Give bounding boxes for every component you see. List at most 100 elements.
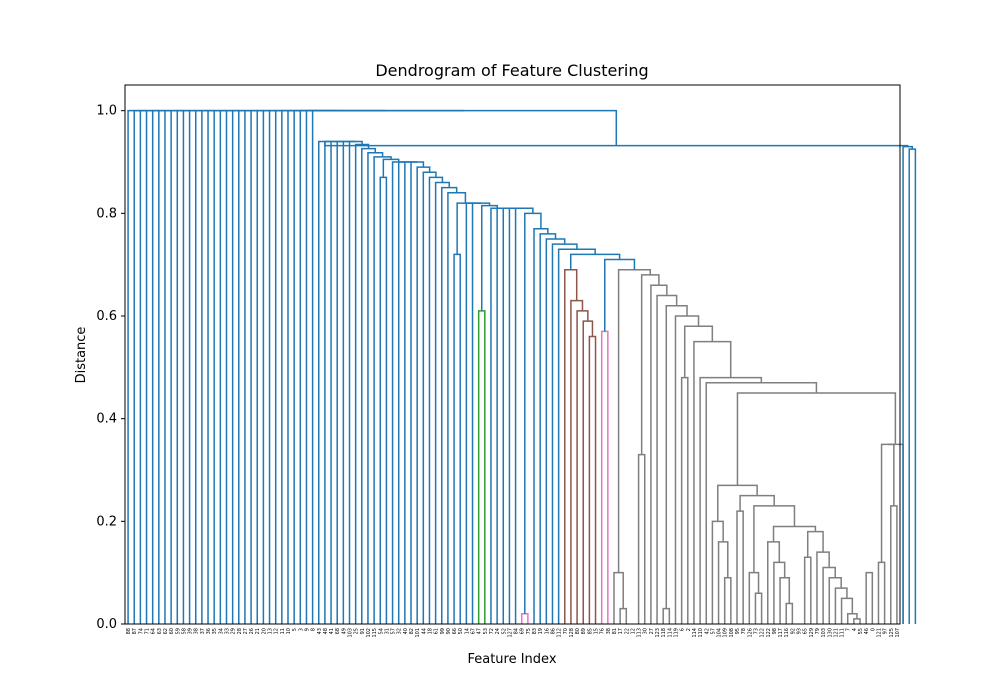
dendrogram-link [662, 607, 671, 624]
dendrogram-link [569, 253, 621, 270]
leaf-label: 26 [249, 628, 255, 634]
dendrogram-link [806, 530, 824, 558]
leaf-label: 20 [261, 628, 267, 634]
leaf-label: 117 [778, 628, 784, 638]
leaf-label: 121 [833, 628, 839, 638]
dendrogram-link [767, 541, 781, 624]
leaf-label: 21 [255, 628, 261, 634]
leaf-label: 109 [723, 628, 729, 638]
leaf-label: 50 [458, 628, 464, 634]
leaf-label: 72 [489, 628, 495, 634]
leaf-label: 116 [784, 628, 790, 638]
leaf-label: 47 [477, 628, 483, 634]
leaf-label: 0 [870, 628, 876, 631]
dendrogram-link [902, 145, 914, 624]
leaf-label: 14 [464, 628, 470, 634]
dendrogram-link [887, 443, 904, 624]
leaf-label: 32 [397, 628, 403, 634]
leaf-label: 108 [729, 628, 735, 638]
leaf-label: 57 [391, 628, 397, 634]
leaf-label: 80 [575, 628, 581, 634]
x-axis-label: Feature Index [467, 652, 556, 667]
leaf-label: 65 [803, 628, 809, 634]
leaf-label: 76 [600, 628, 606, 634]
leaf-label: 84 [514, 628, 520, 634]
y-tick-label: 0.4 [96, 412, 117, 427]
dendrogram-link [617, 269, 652, 573]
dendrogram-link [539, 233, 557, 624]
leaf-label: 53 [483, 628, 489, 634]
leaf-label: 128 [569, 628, 575, 638]
plot-frame [124, 84, 901, 625]
dendrogram-link [588, 335, 597, 624]
leaf-label: 27 [649, 628, 655, 634]
dendrogram-link [480, 204, 499, 311]
leaf-label: 83 [532, 628, 538, 634]
leaf-label: 31 [384, 628, 390, 634]
dendrogram-link [490, 207, 504, 624]
leaf-label: 35 [212, 628, 218, 634]
leaf-label: 86 [550, 628, 556, 634]
dendrogram-link [890, 505, 898, 624]
dendrogram-link [582, 320, 594, 624]
leaf-label: 114 [667, 628, 673, 638]
dendrogram-link [736, 510, 744, 624]
leaf-label: 11 [280, 628, 286, 634]
leaf-label: 61 [434, 628, 440, 634]
leaf-label: 27 [243, 628, 249, 634]
leaf-label: 57 [710, 628, 716, 634]
leaf-label: 112 [557, 628, 563, 638]
y-tick-label: 0.8 [96, 206, 117, 221]
leaf-label: 17 [618, 628, 624, 634]
dendrogram-link [508, 207, 525, 624]
leaf-label: 55 [858, 628, 864, 634]
leaf-label: 64 [151, 628, 157, 634]
leaf-label: 126 [747, 628, 753, 638]
leaf-label: 111 [840, 628, 846, 638]
leaf-label: 119 [673, 628, 679, 638]
dendrogram-link [318, 140, 332, 624]
leaf-label: 68 [335, 628, 341, 634]
dendrogram-link [422, 171, 437, 624]
dendrogram-link [834, 587, 848, 624]
leaf-label: 24 [495, 628, 501, 634]
dendrogram-link [739, 494, 775, 512]
leaf-label: 103 [821, 628, 827, 638]
leaf-label: 8 [311, 628, 317, 631]
leaf-label: 52 [501, 628, 507, 634]
leaf-label: 66 [452, 628, 458, 634]
dendrogram-link [723, 577, 732, 624]
leaf-label: 113 [637, 628, 643, 638]
dendrogram-link [373, 156, 392, 624]
leaf-label: 122 [766, 628, 772, 638]
leaf-label: 87 [132, 628, 138, 634]
dendrogram-link [865, 571, 874, 624]
dendrogram-link [711, 520, 724, 624]
leaf-label: 81 [612, 628, 618, 634]
leaf-label: 75 [526, 628, 532, 634]
dendrogram-link [305, 109, 465, 624]
dendrogram-link [650, 284, 668, 624]
dendrogram-link [613, 571, 624, 624]
leaf-label: 103 [348, 628, 354, 638]
leaf-label: 90 [446, 628, 452, 634]
leaf-label: 48 [323, 628, 329, 634]
leaf-label: 73 [753, 628, 759, 634]
leaf-label: 78 [741, 628, 747, 634]
dendrogram-link [619, 607, 628, 624]
leaf-label: 38 [194, 628, 200, 634]
leaf-label: 127 [507, 628, 513, 638]
leaf-label: 95 [735, 628, 741, 634]
dendrogram-link [524, 212, 542, 614]
dendrogram-link [410, 161, 425, 624]
leaf-label: 43 [317, 628, 323, 634]
leaf-label: 13 [268, 628, 274, 634]
dendrogram-link [520, 612, 529, 624]
leaf-label: 74 [138, 628, 144, 634]
leaf-label: 34 [218, 628, 224, 634]
dendrogram-link [391, 161, 405, 624]
leaf-label: 28 [237, 628, 243, 634]
y-axis: 0.0 0.2 0.4 0.6 0.8 1.0 [96, 104, 125, 632]
dendrogram-link [665, 304, 688, 609]
leaf-label: 89 [581, 628, 587, 634]
